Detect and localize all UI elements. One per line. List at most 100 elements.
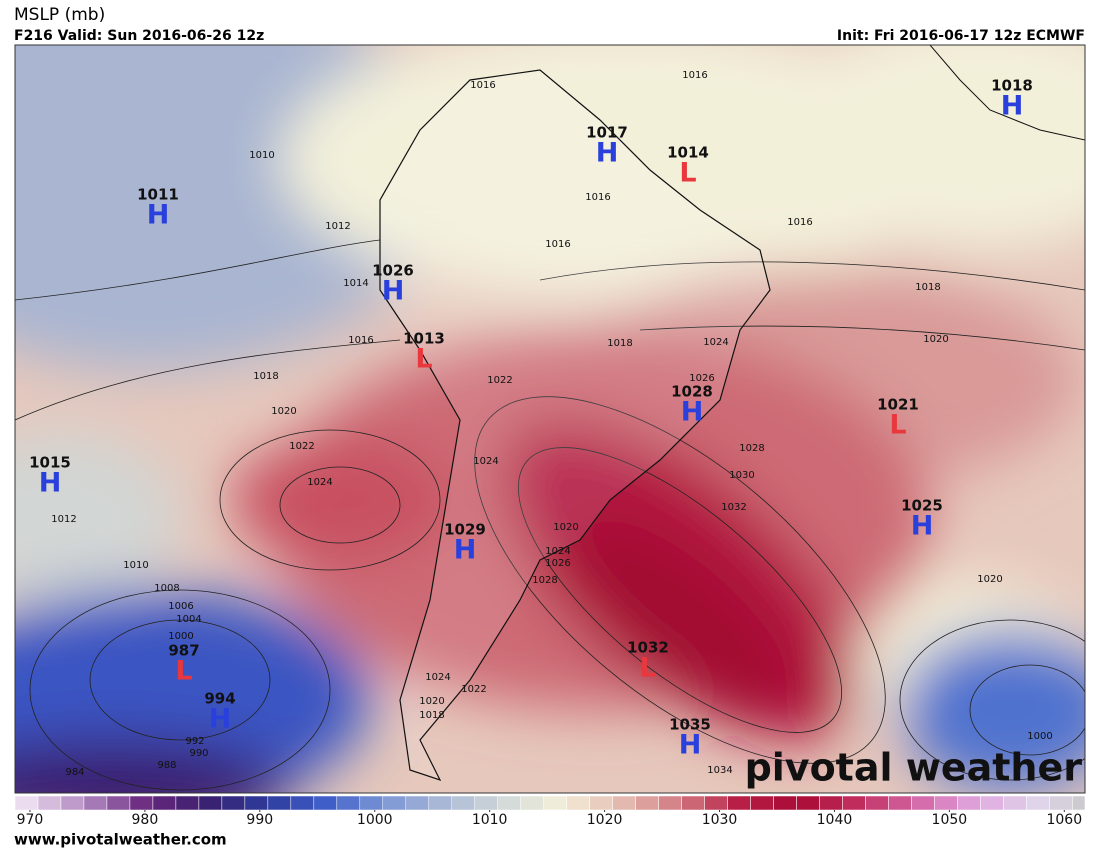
- center-value: 1018: [991, 77, 1033, 95]
- colorbar-cell: [497, 795, 521, 811]
- center-symbol: H: [596, 138, 619, 169]
- colorbar-cell: [175, 795, 200, 811]
- contour-label: 1026: [545, 558, 570, 569]
- contour-label: 1032: [721, 502, 746, 513]
- contour-label: 1008: [154, 583, 179, 594]
- center-value: 1028: [671, 383, 713, 401]
- title: MSLP (mb): [14, 5, 105, 25]
- contour-label: 1000: [168, 631, 193, 642]
- contour-label: 1022: [461, 684, 486, 695]
- contour-label: 1022: [289, 441, 314, 452]
- contour-label: 1016: [682, 70, 707, 81]
- colorbar-cell: [589, 795, 613, 811]
- colorbar-cell: [796, 795, 820, 811]
- center-symbol: H: [1001, 91, 1024, 122]
- center-value: 1011: [137, 186, 179, 204]
- colorbar-cell: [980, 795, 1004, 811]
- colorbar-cell: [359, 795, 384, 811]
- center-symbol: H: [39, 468, 62, 499]
- colorbar-cell: [290, 795, 315, 811]
- contour-label: 1016: [348, 335, 373, 346]
- contour-label: 1028: [739, 443, 764, 454]
- contour-label: 1016: [545, 239, 570, 250]
- colorbar-cell: [313, 795, 338, 811]
- colorbar-cell: [244, 795, 269, 811]
- contour-label: 1006: [168, 601, 193, 612]
- contour-label: 1012: [325, 221, 350, 232]
- center-value: 1014: [667, 144, 709, 162]
- colorbar-cell: [842, 795, 866, 811]
- colorbar-cell: [1026, 795, 1050, 811]
- colorbar-tick-label: 990: [246, 812, 273, 828]
- center-value: 987: [168, 642, 199, 660]
- contour-label: 988: [157, 760, 176, 771]
- colorbar-cell: [957, 795, 981, 811]
- contour-label: 1018: [607, 338, 632, 349]
- center-value: 1026: [372, 262, 414, 280]
- colorbar-cell: [198, 795, 223, 811]
- contour-label: 1014: [343, 278, 368, 289]
- contour-label: 1024: [473, 456, 498, 467]
- colorbar-cell: [152, 795, 177, 811]
- colorbar-cell: [1003, 795, 1027, 811]
- colorbar-tick-label: 1000: [357, 812, 393, 828]
- contour-label: 1024: [425, 672, 450, 683]
- colorbar-tick-label: 1040: [817, 812, 853, 828]
- center-symbol: L: [415, 344, 432, 375]
- center-value: 994: [204, 690, 235, 708]
- colorbar-cell: [566, 795, 590, 811]
- init-time: Init: Fri 2016-06-17 12z ECMWF: [837, 28, 1085, 44]
- colorbar-tick-label: 1010: [472, 812, 508, 828]
- colorbar-tick-label: 1030: [702, 812, 738, 828]
- colorbar-cell: [428, 795, 452, 811]
- contour-label: 1030: [729, 470, 754, 481]
- colorbar-cell: [911, 795, 935, 811]
- center-value: 1029: [444, 521, 486, 539]
- center-value: 1013: [403, 330, 445, 348]
- contour-label: 1020: [977, 574, 1002, 585]
- colorbar-cell: [451, 795, 475, 811]
- africa-outline: [929, 45, 1085, 141]
- colorbar: 970 980 990 1000 1010 1020 1030 1040 1050 1060: [14, 795, 1086, 828]
- colorbar-cell: [83, 795, 108, 811]
- footer-url: www.pivotalweather.com: [14, 831, 227, 849]
- center-symbol: L: [639, 653, 656, 684]
- colorbar-cell: [934, 795, 958, 811]
- colorbar-cell: [382, 795, 407, 811]
- contour-label: 1012: [51, 514, 76, 525]
- colorbar-tick-label: 1020: [587, 812, 623, 828]
- contour-label: 992: [185, 736, 204, 747]
- colorbar-cell: [520, 795, 544, 811]
- map-frame: [14, 44, 1086, 794]
- valid-time: F216 Valid: Sun 2016-06-26 12z: [14, 28, 264, 44]
- colorbar-cell: [1072, 795, 1086, 811]
- colorbar-cell: [1049, 795, 1073, 811]
- contour-label: 1022: [487, 375, 512, 386]
- center-symbol: H: [209, 704, 232, 735]
- isobars: [15, 239, 1085, 791]
- contour-label: 1024: [545, 546, 570, 557]
- colorbar-cell: [865, 795, 889, 811]
- watermark: pivotal weather: [745, 746, 1083, 790]
- contour-label: 1026: [689, 373, 714, 384]
- continent-outline: [379, 69, 771, 782]
- center-symbol: H: [679, 730, 702, 761]
- colorbar-cell: [267, 795, 292, 811]
- contour-label: 1004: [176, 614, 201, 625]
- contour-label: 1024: [703, 337, 728, 348]
- contour-label: 1016: [787, 217, 812, 228]
- contour-label: 1018: [253, 371, 278, 382]
- contour-label: 1018: [419, 710, 444, 721]
- contour-label: 1018: [915, 282, 940, 293]
- colorbar-cell: [612, 795, 636, 811]
- center-symbol: H: [454, 535, 477, 566]
- center-symbol: L: [175, 656, 192, 687]
- center-value: 1032: [627, 639, 669, 657]
- contour-label: 1016: [585, 192, 610, 203]
- center-symbol: L: [679, 158, 696, 189]
- contour-label: 1034: [707, 765, 732, 776]
